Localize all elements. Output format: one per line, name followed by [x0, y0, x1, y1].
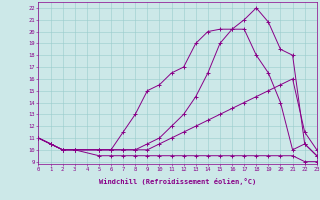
X-axis label: Windchill (Refroidissement éolien,°C): Windchill (Refroidissement éolien,°C) — [99, 178, 256, 185]
